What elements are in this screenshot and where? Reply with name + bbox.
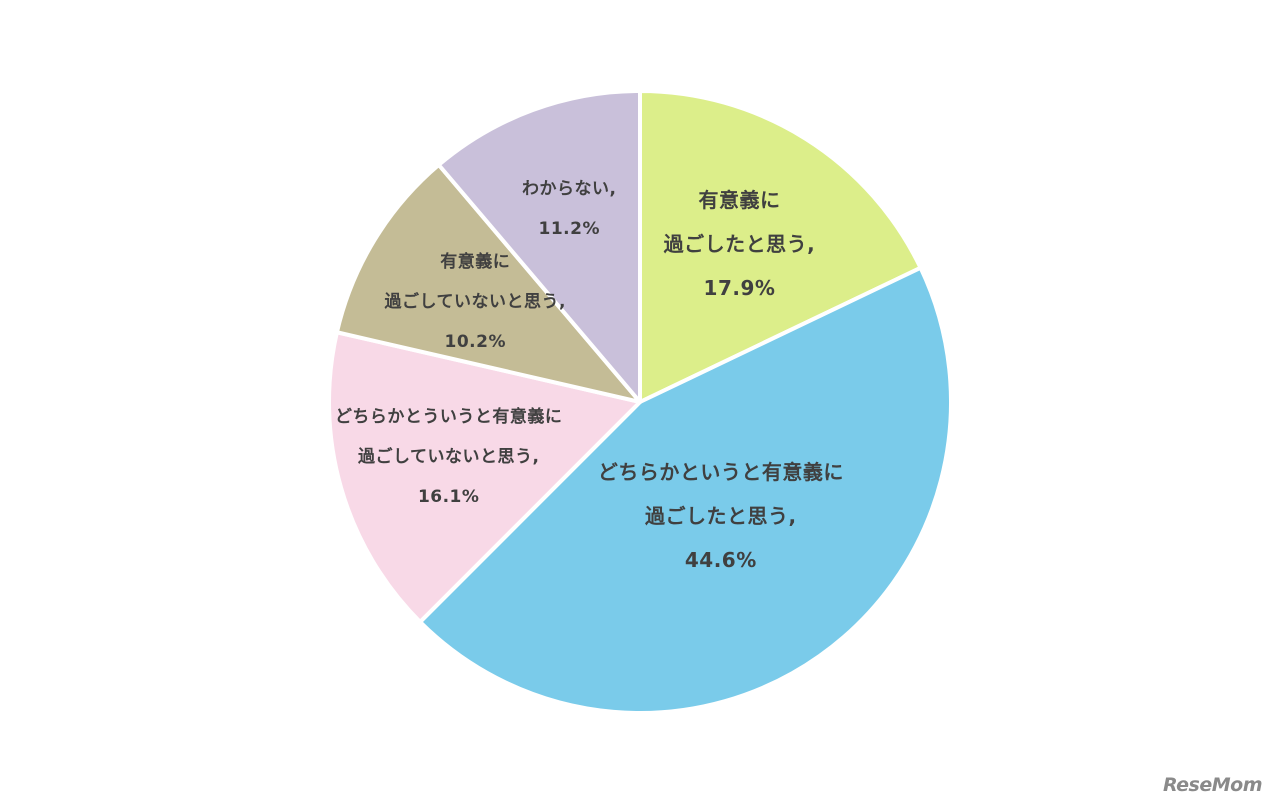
- slice-label-text: どちらかというと有意義に: [597, 460, 844, 485]
- slice-percent: 10.2%: [444, 331, 507, 352]
- slice-label-text: どちらかとういうと有意義に: [334, 406, 563, 427]
- slice-percent: 17.9%: [703, 276, 776, 301]
- slice-label-1: どちらかというと有意義に 過ごしたと思う, 44.6%: [598, 450, 844, 582]
- slice-label-4: わからない, 11.2%: [522, 169, 616, 249]
- resemom-logo: ReseMom: [1162, 774, 1263, 796]
- slice-label-0: 有意義に過ごしたと思う, 17.9%: [664, 178, 816, 310]
- slice-label-text: 過ごしていないと思う,: [384, 291, 566, 312]
- pie-slice-3: [334, 162, 642, 404]
- slice-percent: 44.6%: [684, 548, 757, 573]
- slice-label-text: 有意義に: [698, 188, 781, 213]
- pie-slice-0: [638, 89, 923, 404]
- slice-label-2: どちらかとういうと有意義に 過ごしていないと思う, 16.1%: [335, 397, 563, 517]
- slice-label-text: 過ごしたと思う,: [663, 232, 816, 257]
- slice-percent: 11.2%: [538, 219, 600, 240]
- pie-slice-4: [436, 89, 642, 404]
- slice-label-text: 過ごしていないと思う,: [357, 446, 540, 467]
- slice-label-text: わからない,: [522, 179, 617, 200]
- pie-slice-1: [418, 265, 953, 715]
- pie-slice-2: [327, 330, 642, 624]
- slice-label-text: 過ごしたと思う,: [645, 504, 797, 529]
- slice-label-3: 有意義に過ごしていないと思う, 10.2%: [385, 242, 566, 362]
- slice-label-text: 有意義に: [440, 251, 511, 272]
- slice-percent: 16.1%: [417, 486, 480, 507]
